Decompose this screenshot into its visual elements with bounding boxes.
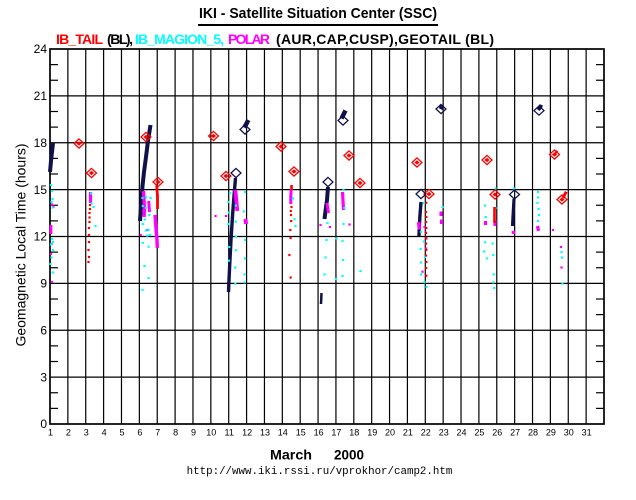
svg-text:18: 18: [349, 427, 359, 437]
svg-text:30: 30: [564, 427, 574, 437]
svg-text:1: 1: [48, 427, 53, 437]
svg-text:4: 4: [102, 427, 107, 437]
svg-text:24: 24: [456, 427, 466, 437]
svg-text:http://www.iki.rssi.ru/vprokho: http://www.iki.rssi.ru/vprokhor/camp2.ht…: [187, 466, 453, 478]
svg-text:6: 6: [40, 323, 47, 337]
svg-text:25: 25: [474, 427, 484, 437]
svg-text:3: 3: [40, 370, 47, 384]
svg-text:26: 26: [492, 427, 502, 437]
svg-text:29: 29: [546, 427, 556, 437]
svg-text:0: 0: [40, 417, 47, 431]
svg-text:11: 11: [225, 427, 234, 437]
svg-text:15: 15: [34, 183, 48, 197]
svg-text:15: 15: [296, 427, 306, 437]
svg-text:Geomagnetic Local Time (hours): Geomagnetic Local Time (hours): [13, 143, 29, 346]
svg-text:3: 3: [84, 427, 89, 437]
svg-text:31: 31: [582, 427, 592, 437]
svg-text:16: 16: [314, 427, 324, 437]
svg-text:(AUR,CAP,CUSP),GEOTAIL (BL): (AUR,CAP,CUSP),GEOTAIL (BL): [276, 31, 494, 47]
svg-text:9: 9: [191, 427, 196, 437]
svg-text:21: 21: [403, 427, 413, 437]
svg-text:18: 18: [34, 136, 48, 150]
svg-text:5: 5: [119, 427, 124, 437]
svg-text:IB_TAIL: IB_TAIL: [56, 31, 103, 47]
svg-text:14: 14: [278, 427, 288, 437]
svg-text:23: 23: [439, 427, 449, 437]
svg-text:7: 7: [155, 427, 160, 437]
svg-text:2000: 2000: [334, 447, 364, 463]
svg-text:9: 9: [40, 277, 47, 291]
svg-text:March: March: [270, 447, 312, 463]
svg-text:20: 20: [385, 427, 395, 437]
svg-text:17: 17: [331, 427, 341, 437]
svg-text:13: 13: [260, 427, 270, 437]
svg-text:27: 27: [510, 427, 520, 437]
svg-text:22: 22: [421, 427, 431, 437]
svg-text:8: 8: [173, 427, 178, 437]
svg-text:IB_MAGION_5,: IB_MAGION_5,: [135, 31, 224, 47]
svg-text:POLAR: POLAR: [228, 31, 270, 47]
svg-text:2: 2: [66, 427, 71, 437]
svg-text:(BL),: (BL),: [107, 31, 133, 47]
svg-text:10: 10: [206, 427, 216, 437]
svg-text:19: 19: [367, 427, 377, 437]
svg-text:6: 6: [137, 427, 142, 437]
svg-text:IKI - Satellite Situation Cent: IKI - Satellite Situation Center (SSC): [199, 5, 437, 22]
svg-text:12: 12: [34, 230, 48, 244]
svg-text:12: 12: [242, 427, 252, 437]
svg-text:24: 24: [34, 42, 48, 56]
svg-text:21: 21: [34, 89, 48, 103]
svg-text:28: 28: [528, 427, 538, 437]
